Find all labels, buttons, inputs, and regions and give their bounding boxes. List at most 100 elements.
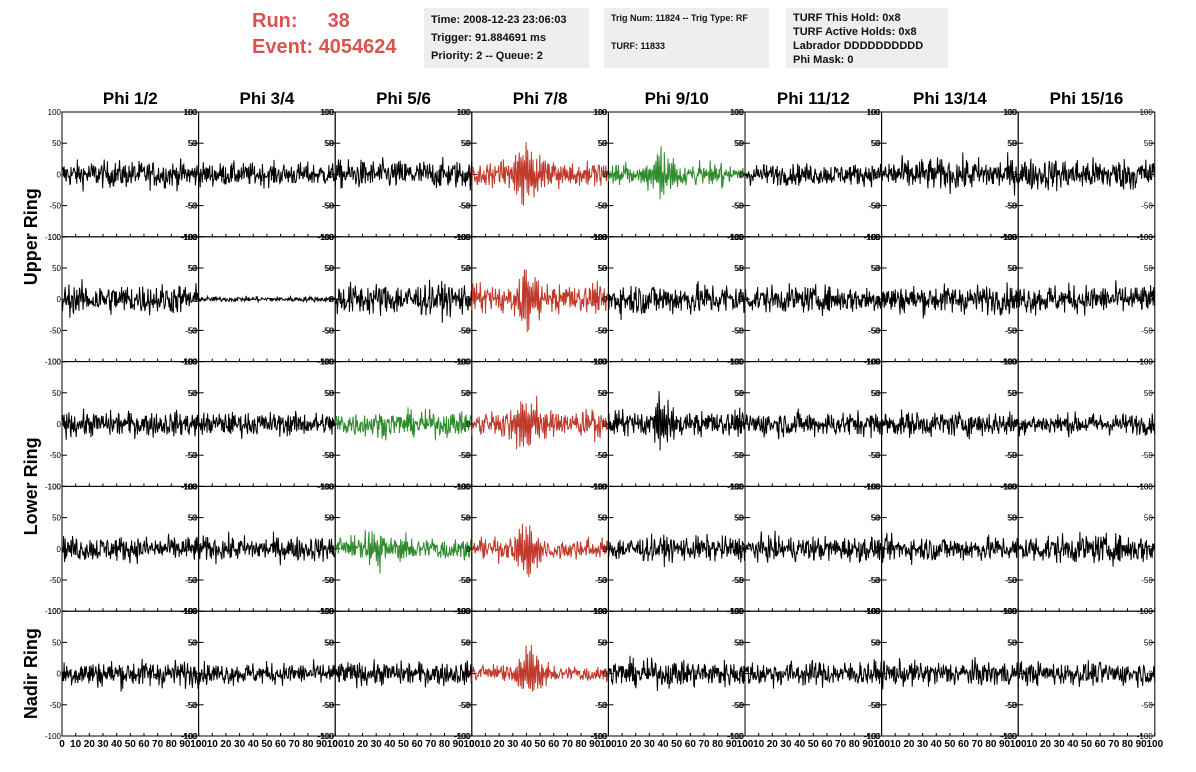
x-tick-label: 30	[644, 739, 656, 750]
y-tick-label-right: 50	[734, 389, 743, 398]
y-tick-label: 50	[52, 264, 61, 273]
turf-active-holds-text: TURF Active Holds: 0x8	[793, 26, 917, 38]
waveform-line	[198, 294, 336, 304]
x-tick-label: 80	[985, 739, 997, 750]
y-tick-label-right: 50	[597, 139, 606, 148]
y-tick-label: 100	[867, 233, 881, 242]
x-tick-label: 50	[671, 739, 683, 750]
y-tick-label: -100	[728, 482, 745, 491]
y-tick-label: 100	[48, 233, 62, 242]
y-tick-label-right: 50	[188, 139, 197, 148]
y-tick-label-right: -50	[458, 326, 470, 335]
y-tick-label-right: 100	[456, 358, 470, 367]
waveform-line	[744, 408, 883, 440]
x-tick-label: 80	[849, 739, 861, 750]
y-tick-label: 0	[466, 420, 471, 429]
y-tick-label: 0	[1013, 670, 1018, 679]
y-tick-label-right: 50	[188, 389, 197, 398]
y-tick-label: 0	[193, 295, 198, 304]
y-tick-label-right: 100	[1003, 482, 1017, 491]
waveform-line	[61, 279, 200, 318]
y-tick-label-right: 0	[1148, 545, 1153, 554]
y-tick-label: 50	[325, 514, 334, 523]
y-tick-label-right: 100	[593, 358, 607, 367]
y-tick-label-right: 100	[730, 358, 744, 367]
trig-num-text: Trig Num: 11824 -- Trig Type: RF	[611, 13, 748, 23]
y-tick-label: 50	[189, 514, 198, 523]
y-tick-label: 0	[740, 670, 745, 679]
y-tick-label-right: 50	[1007, 389, 1016, 398]
y-tick-label-right: 50	[461, 139, 470, 148]
x-tick-label: 0	[742, 739, 748, 750]
y-tick-label-right: -50	[458, 451, 470, 460]
y-tick-label-right: -100	[181, 482, 198, 491]
x-tick-label: 30	[371, 739, 383, 750]
x-tick-label: 40	[384, 739, 396, 750]
y-tick-label-right: 100	[456, 108, 470, 117]
y-tick-label: 0	[57, 670, 62, 679]
x-tick-label: 90	[316, 739, 328, 750]
y-tick-label: -50	[869, 576, 881, 585]
y-tick-label-right: 100	[593, 108, 607, 117]
y-tick-label: -100	[182, 732, 199, 741]
waveform-line	[607, 391, 745, 451]
x-tick-label: 100	[1146, 739, 1163, 750]
y-tick-label-right: -100	[864, 358, 881, 367]
y-tick-label-right: 100	[593, 482, 607, 491]
y-tick-label-right: -100	[1000, 732, 1017, 741]
y-tick-label-right: -100	[317, 732, 334, 741]
y-tick-label-right: 100	[183, 482, 197, 491]
y-tick-label-right: 50	[871, 638, 880, 647]
x-tick-label: 100	[873, 739, 890, 750]
y-tick-label: 0	[330, 545, 335, 554]
y-tick-label: 100	[867, 607, 881, 616]
column-header: Phi 15/16	[1050, 89, 1124, 108]
y-tick-label-right: 50	[871, 139, 880, 148]
y-tick-label: 0	[466, 170, 471, 179]
x-tick-label: 80	[712, 739, 724, 750]
run-row: Run: 38	[252, 8, 397, 34]
y-tick-label-right: 0	[329, 295, 334, 304]
y-tick-label: -100	[1001, 358, 1018, 367]
event-row: Event: 4054624	[252, 34, 397, 60]
y-tick-label: 0	[740, 170, 745, 179]
y-tick-label: 0	[603, 420, 608, 429]
y-tick-label-right: -100	[727, 482, 744, 491]
y-tick-label-right: 50	[734, 139, 743, 148]
y-tick-label-right: -50	[185, 202, 197, 211]
y-tick-label-right: -100	[181, 732, 198, 741]
y-tick-label: -50	[49, 326, 61, 335]
y-tick-label-right: 100	[183, 607, 197, 616]
x-tick-label: 70	[425, 739, 437, 750]
y-tick-label: 0	[1013, 545, 1018, 554]
run-value: 38	[327, 10, 350, 32]
waveform-line	[881, 152, 1019, 196]
waveform-line	[607, 655, 746, 692]
y-tick-label: 0	[1013, 170, 1018, 179]
y-tick-label-right: 100	[866, 482, 880, 491]
x-tick-label: 90	[589, 739, 601, 750]
waveform-line	[471, 523, 609, 578]
turf-text: TURF: 11833	[611, 41, 666, 51]
column-header: Phi 1/2	[103, 89, 158, 108]
x-tick-label: 30	[917, 739, 929, 750]
y-tick-label: 100	[457, 482, 471, 491]
y-tick-label: -100	[865, 732, 882, 741]
y-tick-label-right: -50	[731, 701, 743, 710]
x-tick-label: 100	[463, 739, 480, 750]
x-tick-label: 30	[780, 739, 792, 750]
y-tick-label: -50	[1006, 451, 1018, 460]
y-tick-label: 0	[603, 545, 608, 554]
y-tick-label: 50	[325, 264, 334, 273]
x-tick-label: 30	[234, 739, 246, 750]
y-tick-label-right: 0	[739, 295, 744, 304]
waveform-line	[471, 395, 609, 450]
y-tick-label-right: 50	[324, 139, 333, 148]
y-tick-label-right: 50	[188, 264, 197, 273]
y-tick-label-right: -50	[322, 202, 334, 211]
y-tick-label: 0	[330, 670, 335, 679]
y-tick-label-right: 50	[1144, 139, 1153, 148]
x-tick-label: 40	[111, 739, 123, 750]
x-tick-label: 20	[767, 739, 779, 750]
y-tick-label-right: -100	[590, 732, 607, 741]
